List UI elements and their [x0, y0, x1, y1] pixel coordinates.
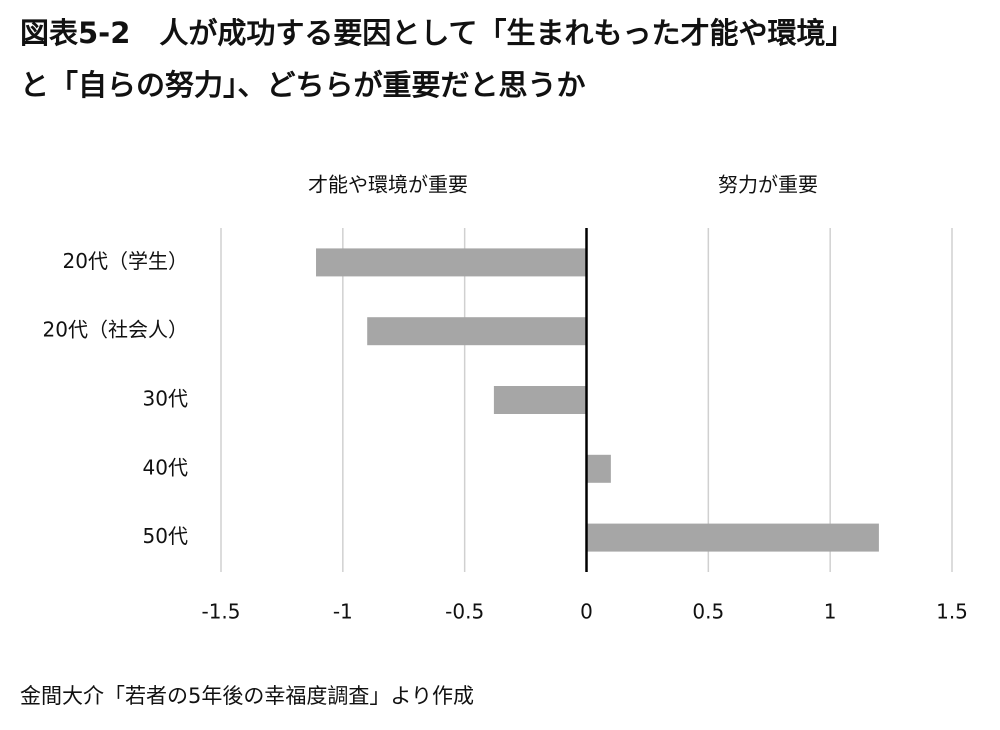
x-tick-label: -0.5: [445, 600, 484, 624]
chart-title: と「自らの努力」、どちらが重要だと思うか: [20, 68, 586, 102]
y-tick-label: 40代: [143, 455, 188, 479]
y-tick-label: 20代（社会人）: [43, 318, 188, 342]
bar: [586, 454, 611, 483]
x-tick-label: -1.5: [201, 600, 240, 624]
annotation: 才能や環境が重要: [308, 173, 468, 197]
bar: [586, 523, 879, 552]
x-tick-label: 1.5: [936, 600, 968, 624]
x-tick-label: 0: [580, 600, 593, 624]
bar: [316, 248, 587, 277]
chart-title: 図表5-2 人が成功する要因として「生まれもった才能や環境」: [20, 16, 855, 50]
x-tick-label: 1: [824, 600, 837, 624]
bar: [493, 386, 587, 414]
annotation: 努力が重要: [718, 173, 818, 197]
bar: [367, 317, 587, 346]
source-note: 金間大介「若者の5年後の幸福度調査」より作成: [20, 684, 474, 708]
y-tick-label: 50代: [143, 524, 188, 548]
x-tick-label: -1: [333, 600, 353, 624]
x-tick-label: 0.5: [692, 600, 724, 624]
y-tick-label: 30代: [143, 387, 188, 411]
y-tick-label: 20代（学生）: [63, 249, 188, 273]
